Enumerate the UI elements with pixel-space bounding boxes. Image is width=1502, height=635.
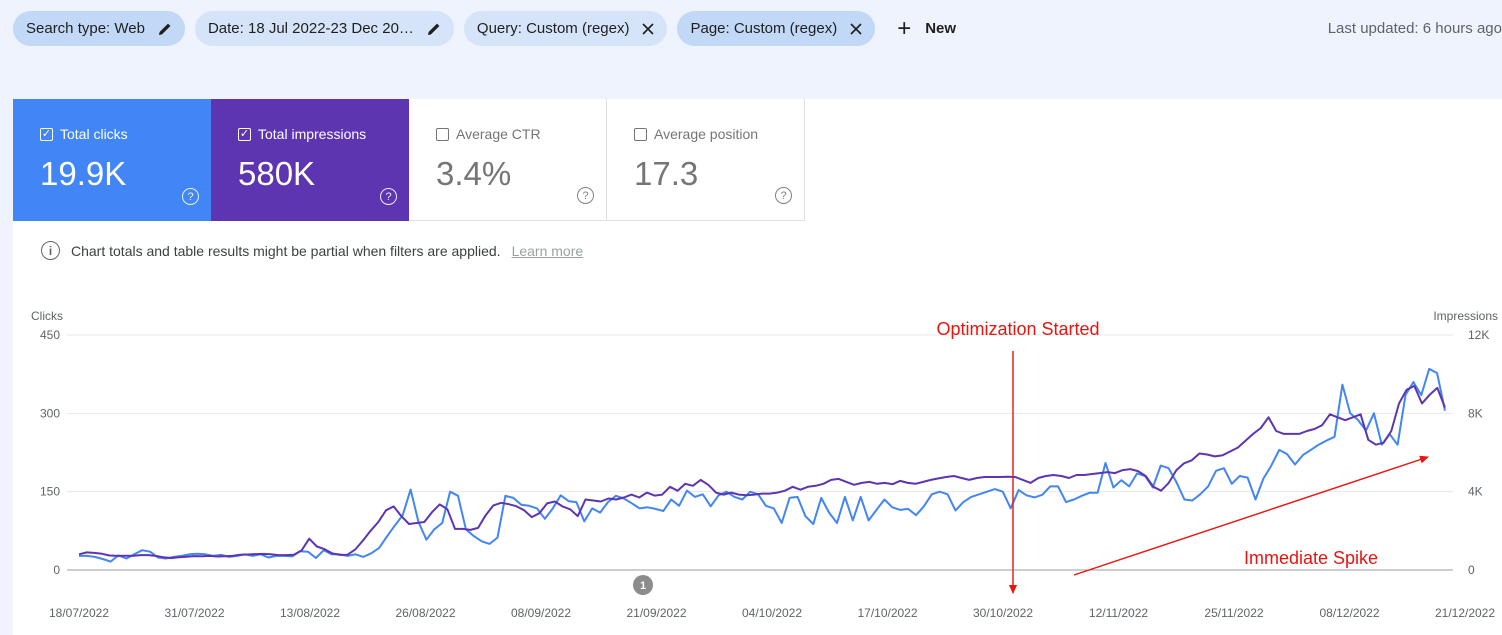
- x-tick-label: 04/10/2022: [742, 606, 802, 620]
- y-left-tick-label: 450: [40, 328, 60, 342]
- x-tick-label: 17/10/2022: [857, 606, 917, 620]
- y-left-tick-label: 0: [53, 563, 60, 577]
- checkbox-checked-icon[interactable]: ✓: [238, 127, 251, 141]
- x-tick-label: 18/07/2022: [49, 606, 109, 620]
- y-right-axis-title: Impressions: [1433, 309, 1498, 323]
- filter-chip-label: Search type: Web: [26, 20, 145, 37]
- close-icon[interactable]: [849, 22, 863, 36]
- x-tick-label: 08/12/2022: [1319, 606, 1379, 620]
- x-tick-label: 21/12/2022: [1435, 606, 1495, 620]
- checkbox-checked-icon[interactable]: ✓: [40, 127, 53, 141]
- filter-chip-query[interactable]: Query: Custom (regex): [463, 11, 668, 46]
- metric-tab-total-impressions[interactable]: ✓ Total impressions 580K ?: [211, 99, 409, 221]
- series-line-impressions: [78, 384, 1446, 560]
- metric-label: Total clicks: [60, 126, 128, 142]
- x-tick-label: 12/11/2022: [1089, 606, 1148, 620]
- x-tick-label: 26/08/2022: [395, 606, 455, 620]
- y-right-tick-label: 8K: [1468, 406, 1483, 420]
- series-line-clicks: [79, 367, 1446, 563]
- filter-chip-date[interactable]: Date: 18 Jul 2022-23 Dec 20…: [194, 11, 454, 46]
- help-icon[interactable]: ?: [182, 188, 199, 205]
- event-marker-label: 1: [640, 580, 646, 592]
- metric-value: 19.9K: [40, 155, 127, 192]
- performance-card: ✓ Total clicks 19.9K ? ✓ Total impressions…: [13, 99, 1502, 635]
- metric-tab-average-position[interactable]: Average position 17.3 ?: [607, 99, 805, 221]
- y-left-axis-title: Clicks: [31, 309, 63, 323]
- metric-tabs: ✓ Total clicks 19.9K ? ✓ Total impressions…: [13, 99, 805, 221]
- info-icon: i: [41, 241, 60, 260]
- new-filter-button[interactable]: + New: [897, 14, 957, 42]
- partial-data-notice: i Chart totals and table results might b…: [41, 241, 583, 260]
- checkbox-unchecked-icon[interactable]: [436, 127, 449, 141]
- plus-icon: +: [897, 14, 912, 42]
- metric-label: Total impressions: [258, 126, 367, 142]
- pencil-icon[interactable]: [426, 21, 442, 37]
- event-marker: [633, 575, 653, 595]
- y-right-tick-label: 12K: [1468, 328, 1489, 342]
- metric-value: 17.3: [634, 155, 699, 192]
- last-updated-text: Last updated: 6 hours ago: [1327, 20, 1502, 37]
- pencil-icon[interactable]: [157, 21, 173, 37]
- help-icon[interactable]: ?: [775, 187, 792, 204]
- x-tick-label: 21/09/2022: [626, 606, 686, 620]
- notice-text: Chart totals and table results might be …: [71, 242, 501, 259]
- x-tick-label: 25/11/2022: [1204, 606, 1263, 620]
- annotation-optimization-started: Optimization Started: [936, 319, 1099, 339]
- filter-chip-label: Page: Custom (regex): [690, 20, 838, 37]
- x-tick-label: 31/07/2022: [164, 606, 224, 620]
- metric-value: 3.4%: [436, 155, 512, 192]
- x-tick-label: 30/10/2022: [973, 606, 1033, 620]
- learn-more-link[interactable]: Learn more: [511, 242, 584, 259]
- metric-tab-average-ctr[interactable]: Average CTR 3.4% ?: [409, 99, 607, 221]
- x-tick-label: 08/09/2022: [511, 606, 571, 620]
- help-icon[interactable]: ?: [577, 187, 594, 204]
- new-filter-label: New: [925, 20, 957, 37]
- metric-label: Average CTR: [456, 126, 541, 142]
- filter-chip-search-type[interactable]: Search type: Web: [13, 11, 185, 46]
- metric-label: Average position: [654, 126, 759, 142]
- filter-bar: Search type: Web Date: 18 Jul 2022-23 De…: [13, 11, 956, 46]
- metric-tab-total-clicks[interactable]: ✓ Total clicks 19.9K ?: [13, 99, 211, 221]
- x-tick-label: 13/08/2022: [280, 606, 340, 620]
- close-icon[interactable]: [641, 22, 655, 36]
- y-right-tick-label: 0: [1468, 563, 1475, 577]
- checkbox-unchecked-icon[interactable]: [634, 127, 647, 141]
- help-icon[interactable]: ?: [380, 188, 397, 205]
- filter-chip-label: Query: Custom (regex): [476, 20, 630, 37]
- metric-value: 580K: [238, 155, 316, 192]
- annotation-immediate-spike: Immediate Spike: [1244, 548, 1378, 568]
- y-left-tick-label: 150: [40, 485, 60, 499]
- filter-chip-label: Date: 18 Jul 2022-23 Dec 20…: [207, 20, 414, 37]
- y-left-tick-label: 300: [40, 406, 60, 420]
- performance-chart: 450 12K 300 8K 150 4K 0 0 Clicks Impressions 18/07…: [31, 309, 1498, 620]
- y-right-tick-label: 4K: [1468, 485, 1483, 499]
- annotation-arrow-up: [1073, 455, 1429, 576]
- filter-chip-page[interactable]: Page: Custom (regex): [677, 11, 876, 46]
